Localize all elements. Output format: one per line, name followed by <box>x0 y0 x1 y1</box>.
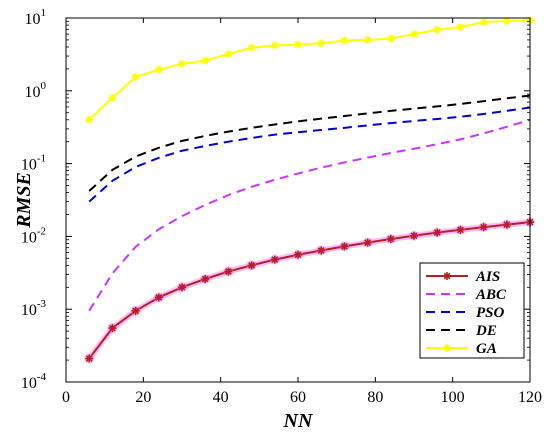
y-tick-label: 100 <box>25 80 47 101</box>
x-tick-label: 40 <box>213 389 229 406</box>
series-ais-point <box>247 261 256 270</box>
legend: AIS ABC PSO DE GA <box>419 262 525 359</box>
series-ais-point <box>178 283 186 292</box>
legend-label-ga: GA <box>476 341 497 357</box>
y-tick-exponent: 0 <box>41 80 47 92</box>
series-de <box>88 94 531 192</box>
series-de-line <box>88 94 531 192</box>
series-ga-point-dot <box>411 31 417 37</box>
series-ga-point-dot <box>295 42 301 48</box>
x-tick-label: 0 <box>62 389 70 406</box>
series-ga-point-dot <box>457 24 463 30</box>
x-tick-label: 60 <box>290 389 306 406</box>
series-ga-point-dot <box>86 117 92 123</box>
series-abc-line <box>88 118 531 312</box>
y-tick-label: 101 <box>25 7 47 28</box>
y-tick-exponent: -1 <box>37 153 46 165</box>
series-ais-point <box>479 223 488 232</box>
series-ais-point <box>433 228 442 237</box>
y-tick-exponent: 1 <box>41 7 47 19</box>
series-ais-point <box>108 324 117 333</box>
series-ga <box>85 16 534 124</box>
legend-box <box>419 262 525 359</box>
series-ga-point-dot <box>504 18 510 24</box>
series-ga-point-dot <box>481 19 487 25</box>
series-ais <box>84 217 535 364</box>
series-ga-point-dot <box>133 74 139 80</box>
series-ais-point <box>85 354 94 363</box>
series-ais-point <box>386 235 395 244</box>
y-tick-label: 10-1 <box>21 153 46 174</box>
y-tick-base: 10 <box>21 302 37 319</box>
series-ga-point-dot <box>109 95 115 101</box>
legend-marker-ais <box>443 272 451 280</box>
series-ga-point-dot <box>156 67 162 73</box>
x-axis-title: NN <box>283 410 314 432</box>
legend-label-de: DE <box>475 323 497 339</box>
series-ais-point <box>410 231 418 240</box>
y-tick-exponent: -3 <box>37 298 47 310</box>
x-tick-label: 120 <box>518 389 542 406</box>
series-ais-point <box>201 274 210 283</box>
legend-label-ais: AIS <box>475 269 500 285</box>
legend-marker-dot <box>444 345 450 351</box>
series-ga-point-dot <box>318 40 324 46</box>
series-ais-point <box>363 238 372 247</box>
series-ga-point-dot <box>272 42 278 48</box>
x-axis: 0 20 40 60 80 100 120 <box>62 18 542 406</box>
plot-area <box>84 16 535 364</box>
y-tick-exponent: -2 <box>37 225 46 237</box>
y-axis-title: RMSE <box>13 172 35 229</box>
legend-label-abc: ABC <box>475 287 507 303</box>
series-ais-point <box>317 246 326 255</box>
series-ais-point <box>154 293 163 302</box>
y-tick-base: 10 <box>25 84 41 101</box>
x-tick-label: 20 <box>135 389 151 406</box>
y-tick-base: 10 <box>21 157 37 174</box>
series-ais-point <box>502 220 511 229</box>
series-ga-point-dot <box>365 37 371 43</box>
y-tick-label: 10-4 <box>21 371 47 392</box>
y-tick-label: 10-2 <box>21 225 46 246</box>
y-tick-base: 10 <box>21 375 37 392</box>
series-ga-point-dot <box>179 61 185 67</box>
series-ais-point <box>456 225 465 234</box>
series-ais-point <box>270 255 279 264</box>
y-tick-base: 10 <box>25 11 41 28</box>
series-ga-point-dot <box>341 38 347 44</box>
series-ga-point-dot <box>434 27 440 33</box>
y-tick-base: 10 <box>21 229 37 246</box>
legend-label-pso: PSO <box>476 305 505 321</box>
y-tick-label: 10-3 <box>21 298 47 319</box>
series-pso-line <box>88 106 531 203</box>
series-ga-point-dot <box>225 51 231 57</box>
x-tick-label: 80 <box>367 389 383 406</box>
series-abc <box>88 118 531 312</box>
series-ais-point <box>294 250 302 259</box>
series-ais-point <box>340 242 349 251</box>
y-tick-exponent: -4 <box>37 371 47 383</box>
series-ga-point-dot <box>202 58 208 64</box>
x-tick-label: 100 <box>441 389 465 406</box>
series-pso <box>88 106 531 203</box>
series-ga-point-dot <box>388 36 394 42</box>
series-ais-point <box>224 267 233 276</box>
series-ga-point-dot <box>249 45 255 51</box>
series-ais-point <box>131 306 140 315</box>
